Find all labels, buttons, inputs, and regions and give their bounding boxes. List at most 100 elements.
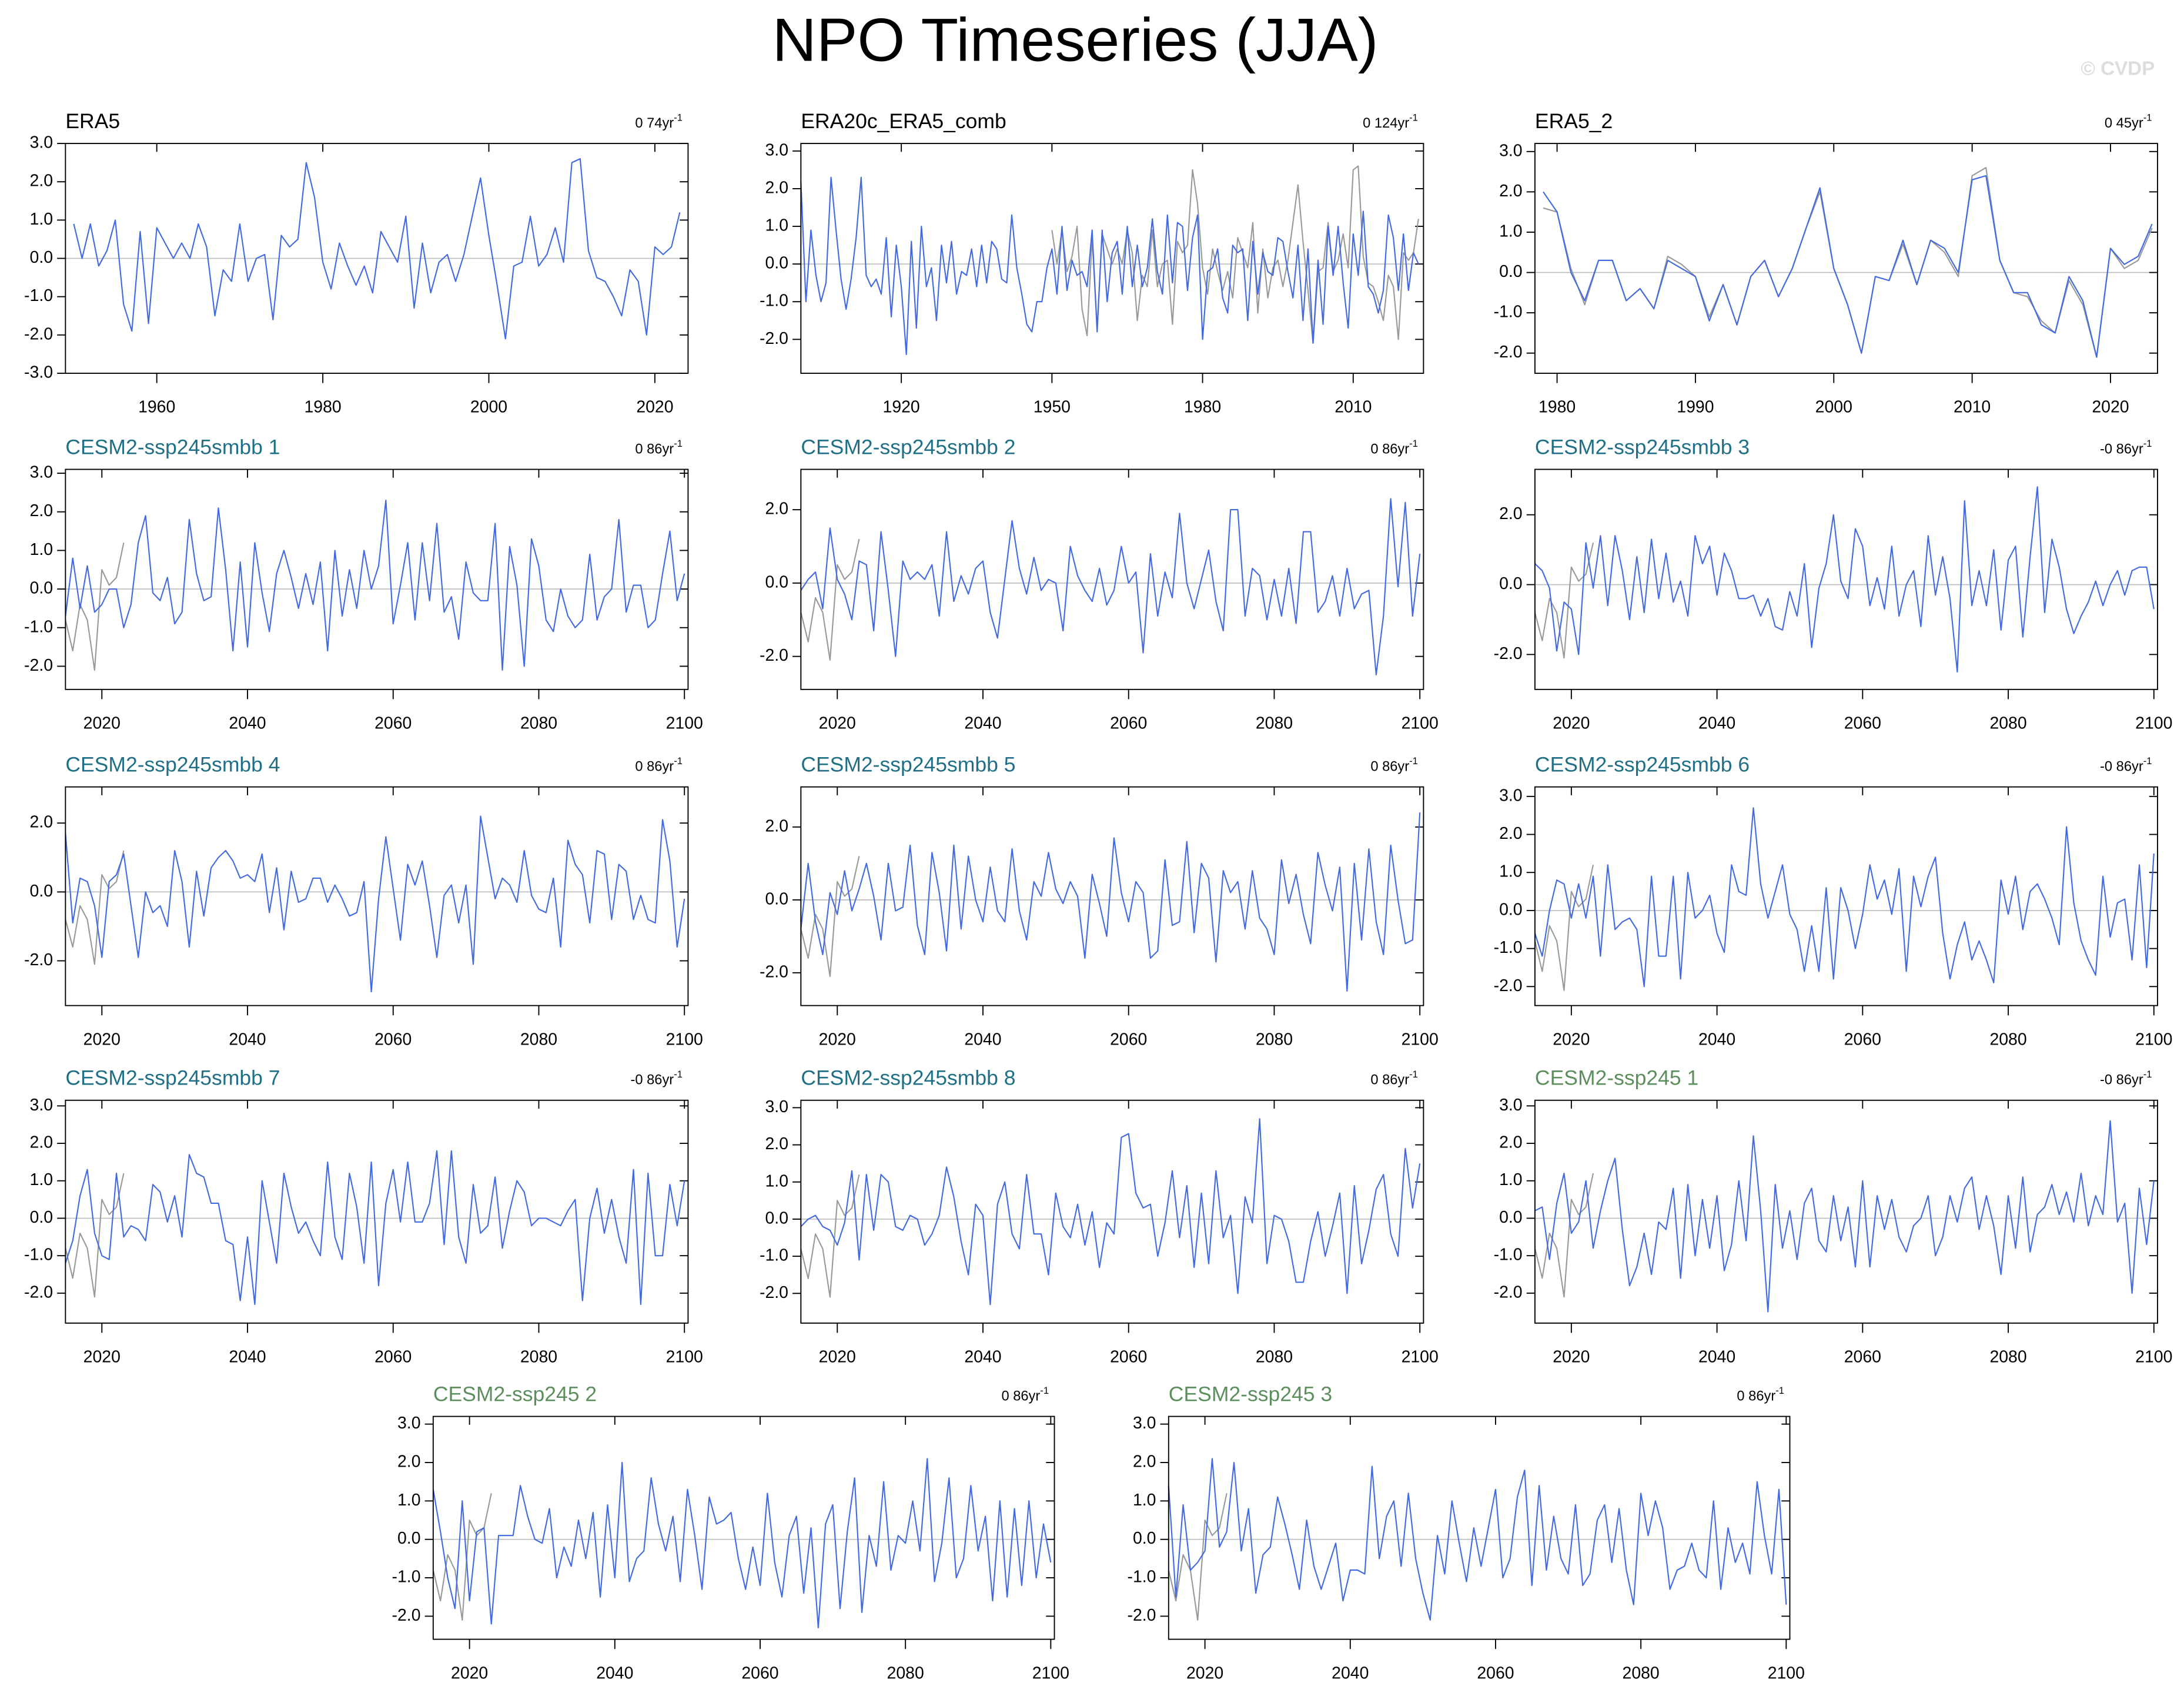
y-tick-label: 2.0 (1499, 824, 1523, 843)
x-tick-label: 2020 (2092, 398, 2129, 417)
trend-exponent: -1 (1409, 1069, 1418, 1080)
trend-label: 0 86yr-1 (1737, 1385, 1784, 1404)
panel-title: CESM2-ssp245smbb 4 (65, 753, 280, 777)
plot-frame (1534, 468, 2158, 690)
panel-title: CESM2-ssp245smbb 8 (801, 1066, 1015, 1090)
x-tick-label: 1980 (1184, 398, 1221, 417)
trend-label: 0 86yr-1 (1370, 1069, 1418, 1087)
x-tick-label: 2100 (1402, 1348, 1439, 1367)
y-tick-label: -2.0 (760, 646, 788, 665)
y-tick-label: -1.0 (760, 292, 788, 310)
y-tick-label: 2.0 (765, 816, 788, 835)
x-tick-label: 2100 (2135, 714, 2172, 733)
y-tick-label: 2.0 (30, 172, 53, 190)
x-tick-label: 2040 (229, 1348, 266, 1367)
series-line (65, 543, 125, 671)
y-tick-label: 0.0 (765, 889, 788, 908)
y-tick-label: -1.0 (24, 1246, 53, 1264)
y-tick-label: -2.0 (760, 962, 788, 981)
x-tick-label: 2080 (1256, 1030, 1293, 1049)
plot-frame (800, 468, 1424, 690)
y-tick-label: 0.0 (765, 254, 788, 273)
plot-frame (65, 786, 689, 1006)
x-tick-label: 2060 (1110, 1030, 1147, 1049)
y-tick-label: 1.0 (765, 216, 788, 235)
y-tick-label: 0.0 (1499, 1208, 1523, 1227)
y-tick-label: 1.0 (397, 1491, 421, 1510)
x-tick-label: 1980 (304, 398, 341, 417)
x-tick-label: 2020 (636, 398, 673, 417)
y-tick-label: -2.0 (760, 329, 788, 348)
plot-frame (432, 1415, 1055, 1640)
trend-value: 0 86yr (1370, 1073, 1409, 1088)
y-tick-label: 3.0 (397, 1414, 421, 1433)
panel: CESM2-ssp245smbb 1 0 86yr-1 -2.0 -1.0 0.0 1.0… (24, 435, 703, 732)
plot-frame (65, 468, 689, 690)
x-tick-label: 2010 (1335, 398, 1372, 417)
panel: CESM2-ssp245 3 0 86yr-1 -2.0 -1.0 0.0 1.0 2.0 3… (1128, 1382, 1805, 1682)
y-tick-label: 0.0 (1499, 262, 1523, 281)
panel-title: ERA20c_ERA5_comb (801, 109, 1006, 133)
trend-exponent: -1 (2143, 755, 2152, 767)
watermark: © CVDP (2081, 58, 2155, 79)
x-tick-label: 2040 (1698, 1348, 1735, 1367)
trend-exponent: -1 (1409, 112, 1418, 123)
y-tick-label: 1.0 (30, 210, 53, 229)
trend-exponent: -1 (1409, 755, 1418, 767)
plot-frame (65, 1099, 689, 1324)
y-tick-label: 2.0 (1499, 504, 1523, 523)
x-tick-label: 2000 (1815, 398, 1852, 417)
x-tick-label: 2040 (964, 1030, 1001, 1049)
plot-frame (1534, 786, 2158, 1006)
series-line (800, 498, 1421, 675)
series-line (432, 1458, 1052, 1629)
x-tick-label: 2080 (520, 1030, 557, 1049)
x-tick-label: 2040 (964, 1348, 1001, 1367)
panel: ERA5 0 74yr-1 -3.0 -2.0 -1.0 0.0 1.0 2.0 3.0 1960… (24, 109, 689, 417)
panel-title: CESM2-ssp245smbb 1 (65, 435, 280, 459)
panel-title: CESM2-ssp245 2 (433, 1382, 597, 1405)
plot-frame (65, 143, 689, 374)
series-line (1543, 175, 2153, 358)
trend-value: -0 86yr (2100, 759, 2143, 775)
trend-value: 0 86yr (1737, 1389, 1775, 1404)
y-tick-label: 1.0 (30, 540, 53, 559)
y-tick-label: -2.0 (1494, 644, 1523, 663)
x-tick-label: 2100 (1768, 1664, 1805, 1682)
y-tick-label: 0.0 (765, 1209, 788, 1227)
trend-value: 0 45yr (2105, 116, 2143, 131)
y-tick-label: -2.0 (1494, 343, 1523, 362)
y-tick-label: 2.0 (1133, 1453, 1156, 1471)
x-tick-label: 2060 (374, 1030, 412, 1049)
y-tick-label: 2.0 (397, 1453, 421, 1471)
panel: CESM2-ssp245smbb 8 0 86yr-1 -2.0 -1.0 0.0 1.0… (760, 1066, 1439, 1367)
series-line (65, 1150, 685, 1306)
panel: ERA20c_ERA5_comb 0 124yr-1 -2.0 -1.0 0.0 1.0 2… (760, 109, 1424, 417)
trend-label: 0 86yr-1 (1370, 755, 1418, 774)
plot-frame (800, 1099, 1424, 1324)
trend-value: 0 86yr (1370, 442, 1409, 457)
series-line (1168, 1458, 1787, 1621)
y-tick-label: 2.0 (765, 178, 788, 197)
x-tick-label: 2060 (1110, 714, 1147, 733)
trend-value: -0 86yr (2100, 1073, 2143, 1088)
x-tick-label: 2080 (1989, 714, 2026, 733)
y-tick-label: 3.0 (765, 1097, 788, 1116)
trend-label: 0 74yr-1 (635, 112, 683, 131)
trend-exponent: -1 (1040, 1385, 1049, 1396)
y-tick-label: 1.0 (30, 1170, 53, 1189)
trend-label: -0 86yr-1 (2100, 438, 2152, 457)
y-tick-label: -1.0 (760, 1246, 788, 1265)
x-tick-label: 2080 (520, 1348, 557, 1367)
trend-value: 0 86yr (1001, 1389, 1040, 1404)
series-line (1534, 865, 1594, 991)
x-tick-label: 2020 (83, 1030, 121, 1049)
x-tick-label: 2060 (374, 1348, 412, 1367)
trend-exponent: -1 (2143, 1069, 2152, 1080)
y-tick-label: 1.0 (765, 1172, 788, 1190)
y-tick-label: 3.0 (1499, 1096, 1523, 1115)
x-tick-label: 2020 (1553, 1348, 1590, 1367)
y-tick-label: 3.0 (30, 133, 53, 152)
series-line (65, 1173, 125, 1298)
